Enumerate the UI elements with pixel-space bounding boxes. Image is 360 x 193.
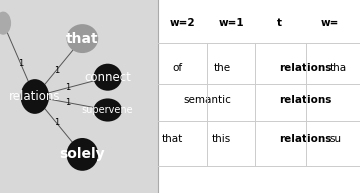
Text: w=1: w=1	[218, 18, 244, 28]
Ellipse shape	[21, 79, 49, 114]
Text: relations: relations	[9, 90, 60, 103]
Text: t: t	[277, 18, 282, 28]
Text: relations: relations	[279, 134, 332, 144]
Ellipse shape	[0, 12, 11, 35]
Text: this: this	[212, 134, 231, 144]
Text: 1: 1	[65, 98, 70, 107]
Text: 1: 1	[65, 83, 70, 92]
Text: connect: connect	[84, 71, 131, 84]
Text: the: the	[214, 63, 231, 73]
Text: w=2: w=2	[170, 18, 195, 28]
Ellipse shape	[94, 64, 122, 91]
Ellipse shape	[94, 98, 122, 122]
Text: semantic: semantic	[183, 95, 231, 105]
Text: 1: 1	[18, 59, 23, 68]
Text: that: that	[161, 134, 183, 144]
Text: supervene: supervene	[82, 105, 134, 115]
Ellipse shape	[67, 24, 98, 53]
Text: 1: 1	[54, 118, 59, 127]
Text: that: that	[66, 32, 99, 46]
Text: relations: relations	[279, 63, 332, 73]
Text: of: of	[172, 63, 183, 73]
Text: tha: tha	[330, 63, 347, 73]
Text: relations: relations	[279, 95, 332, 105]
Ellipse shape	[67, 138, 98, 171]
Text: w=: w=	[320, 18, 339, 28]
Text: 1: 1	[54, 66, 59, 75]
Text: solely: solely	[59, 147, 105, 161]
Bar	[0, 0, 158, 193]
Text: su: su	[330, 134, 342, 144]
